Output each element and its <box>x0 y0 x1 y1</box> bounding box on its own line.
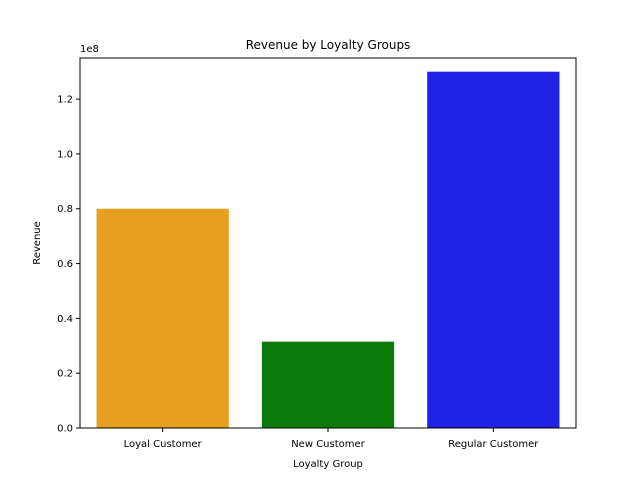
chart-title: Revenue by Loyalty Groups <box>246 38 411 52</box>
y-tick-label: 0.0 <box>57 424 73 435</box>
plot-frame <box>79 57 577 429</box>
x-axis-label: Loyalty Group <box>293 459 363 470</box>
x-tick-label: New Customer <box>291 439 365 450</box>
x-axis-ticks: Loyal Customer New Customer Regular Custom… <box>124 428 539 450</box>
y-axis-label: Revenue <box>32 221 43 265</box>
bar-regular-customer <box>427 71 560 428</box>
y-tick-label: 0.2 <box>57 369 73 380</box>
y-offset-label: 1e8 <box>80 44 99 55</box>
y-tick-label: 0.6 <box>57 259 73 270</box>
bar-new-customer <box>261 341 395 428</box>
x-tick-label: Loyal Customer <box>124 439 203 450</box>
y-tick-label: 0.8 <box>57 204 73 215</box>
y-axis-ticks: 0.0 0.2 0.4 0.6 0.8 1.0 1.2 <box>57 95 80 435</box>
bars <box>96 71 560 428</box>
bar-loyal-customer <box>96 208 229 428</box>
y-tick-label: 1.0 <box>57 149 73 160</box>
y-tick-label: 0.4 <box>57 314 73 325</box>
y-tick-label: 1.2 <box>57 95 73 106</box>
x-tick-label: Regular Customer <box>448 439 539 450</box>
